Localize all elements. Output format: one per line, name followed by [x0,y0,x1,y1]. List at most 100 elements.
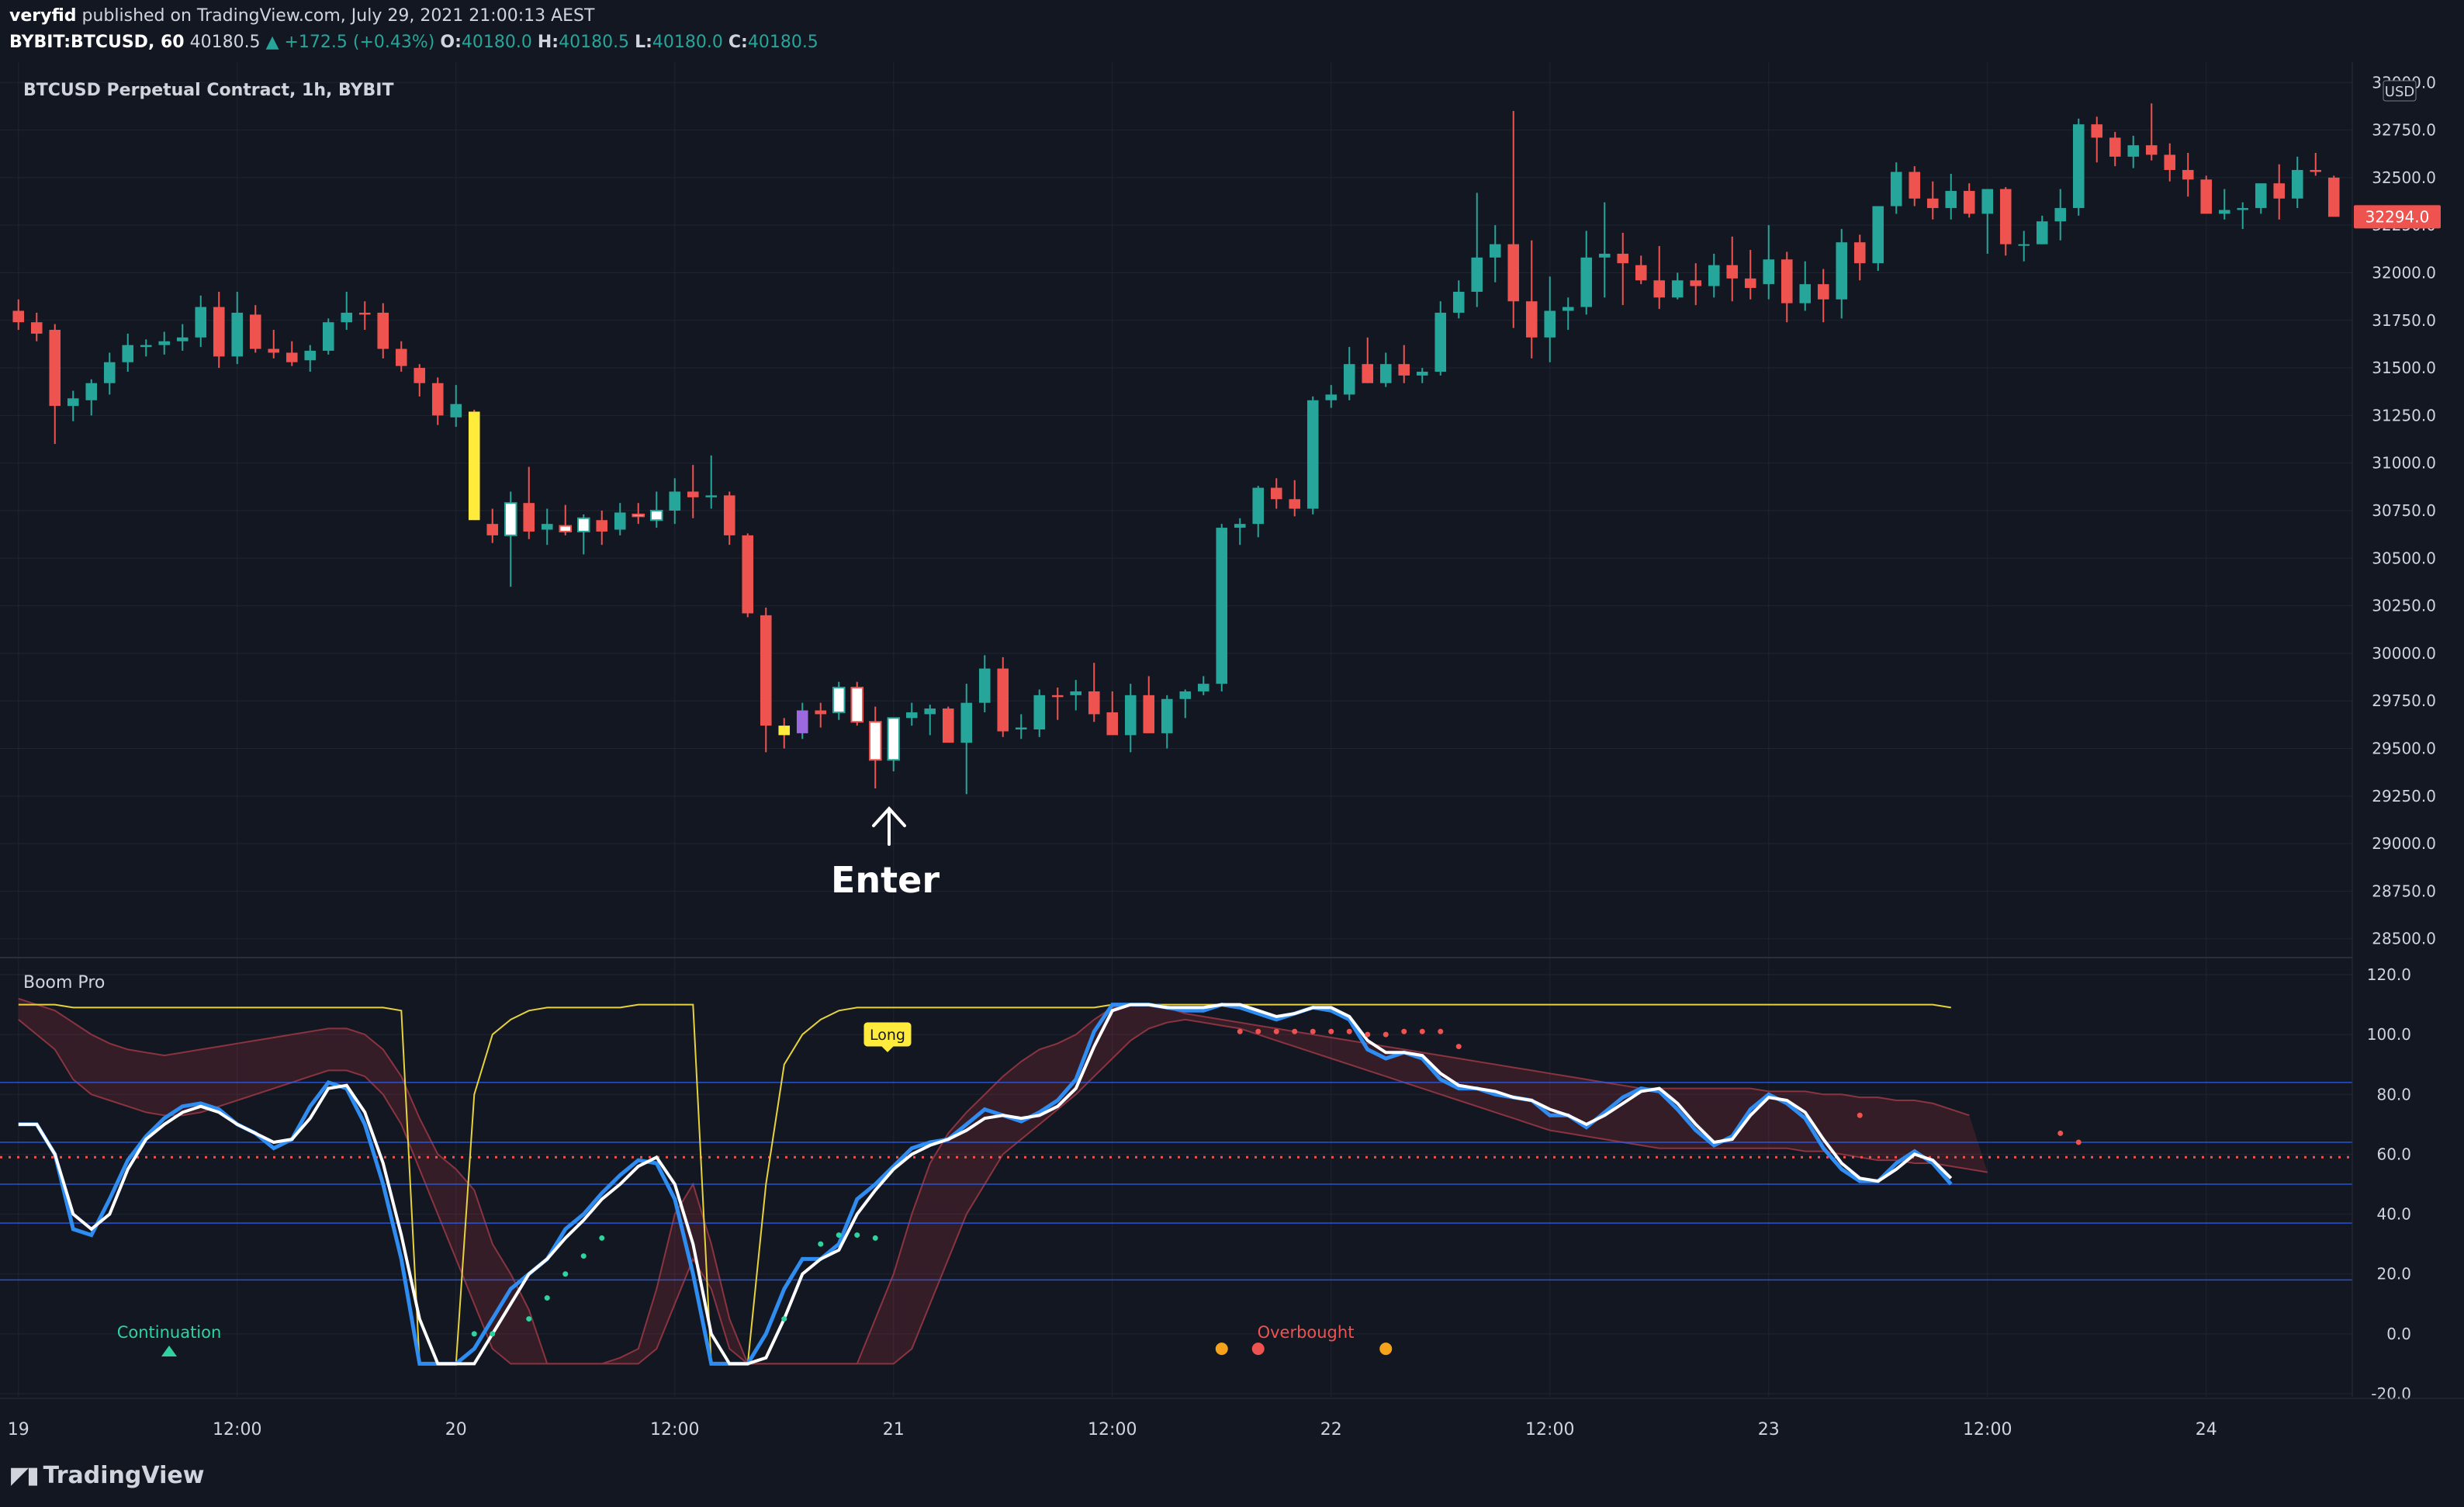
continuation-dot [562,1271,569,1277]
candle-body [85,383,98,400]
open-value: 40180.0 [461,33,532,52]
overbought-dot [1328,1028,1334,1034]
candle-body [1143,695,1155,733]
candle-body [1416,371,1428,376]
overbought-label: Overbought [1258,1323,1355,1342]
candle-body [1270,487,1282,500]
last-price-value: 32294.0 [2365,207,2430,226]
overbought-dot [1310,1028,1316,1034]
candle-body [1033,695,1046,729]
time-tick-label: 12:00 [213,1420,261,1439]
candle-body [2255,183,2267,209]
candle-body [249,314,261,349]
candle-body [2018,244,2030,246]
price-tick-label: 28500.0 [2372,930,2436,948]
continuation-dot [580,1253,587,1259]
candle-body [1489,244,1501,258]
candle-body [158,341,171,345]
candle-body [1051,695,1064,698]
candle-body [1708,265,1720,286]
candle-body [1379,364,1392,383]
candle-body [960,702,973,743]
candle-body [2164,154,2176,171]
author-name[interactable]: veryfid [9,6,77,26]
time-tick-label: 24 [2196,1420,2217,1439]
candle-body [778,726,791,736]
candle-body [504,502,517,536]
candle-body [2182,170,2194,180]
candle-body [358,312,371,315]
overbought-dot [2057,1130,2064,1136]
tradingview-logo-icon: ◤▮ [11,1462,40,1489]
candle-body [67,398,79,407]
continuation-label-text: Continuation [117,1323,222,1342]
candle-body [1817,284,1829,300]
candle-body [1635,265,1647,281]
time-axis[interactable]: 19 12:00 20 12:00 21 12:00 22 12:00 23 12:00 24 [8,1420,2217,1439]
time-tick-label: 23 [1758,1420,1780,1439]
price-tick-label: 31000.0 [2372,454,2436,473]
candle-body [2273,183,2286,199]
candle-body [978,668,991,703]
candle-body [723,495,735,535]
candle-body [614,512,626,530]
currency-box[interactable] [2383,80,2417,102]
continuation-dot [471,1331,477,1337]
candle-body [1179,691,1192,699]
candle-body [213,307,225,357]
price-tick-label: 30750.0 [2372,501,2436,520]
candle-body [140,345,152,348]
candle-body [122,345,134,362]
last-price: 40180.5 [189,33,261,52]
candle-body [1744,278,1756,289]
candle-body [669,491,681,511]
candle-body [1853,242,1866,264]
symbol-label[interactable]: BYBIT:BTCUSD, 60 [9,33,185,52]
candle-body [705,495,718,497]
candle-body [1507,244,1520,302]
candle-body [887,717,901,761]
continuation-dot [544,1295,550,1301]
currency-label: USD [2385,84,2414,100]
open-label: O: [440,33,462,52]
candle-body [1124,695,1137,736]
overbought-dot [1419,1028,1425,1034]
candle-body [1653,280,1666,298]
oscillator-yellow-line [18,1003,1951,1365]
orange-signal-circle [1215,1342,1228,1356]
triangle-up-icon [161,1346,177,1356]
time-tick-label: 12:00 [1525,1420,1574,1439]
tradingview-brand[interactable]: ◤▮ TradingView [11,1462,204,1489]
long-label-text: Long [870,1027,905,1044]
overbought-dot [1292,1028,1298,1034]
indicator-tick-label: -20.0 [2371,1384,2411,1403]
indicator-tick-label: 40.0 [2376,1205,2411,1224]
last-price-tag [2354,205,2441,229]
candle-body [850,687,864,723]
candle-body [414,368,426,383]
publish-info: published on TradingView.com, July 29, 2… [81,6,595,26]
price-tick-label: 29250.0 [2372,787,2436,805]
continuation-dot [872,1235,878,1241]
main-pane-title[interactable]: BTCUSD Perpetual Contract, 1h, BYBIT [23,81,394,100]
indicator-tick-label: 80.0 [2376,1085,2411,1103]
price-tick-label: 30000.0 [2372,644,2436,663]
candle-body [286,352,298,362]
candle-body [924,708,936,715]
indicator-title[interactable]: Boom Pro [23,973,106,993]
price-tick-label: 31250.0 [2372,406,2436,424]
candle-body [1926,198,1939,209]
candle-body [450,404,462,417]
candle-body [322,322,334,352]
candle-body [268,348,280,353]
candle-body [796,710,808,733]
price-tick-label: 32750.0 [2372,121,2436,140]
candle-body [1216,528,1228,684]
candle-body [304,351,317,361]
candle-body [2200,179,2213,214]
price-tick-label: 30500.0 [2372,549,2436,567]
candle-body [2036,221,2048,244]
candle-body [1161,698,1173,733]
